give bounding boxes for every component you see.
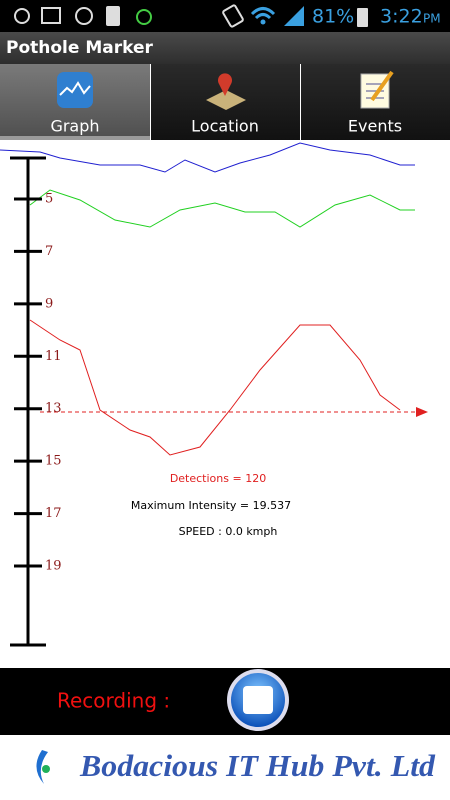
detections: Detections = 120 [170, 472, 266, 485]
trace-blue [0, 142, 415, 173]
tab-icons [57, 70, 394, 110]
company-name: Bodacious IT Hub Pvt. Ltd [79, 748, 436, 783]
axis-label: 19 [45, 559, 62, 574]
footer [0, 735, 450, 800]
axis-label: 13 [45, 401, 62, 416]
stop-icon [243, 686, 273, 714]
tab-label[interactable]: Location [191, 117, 259, 136]
tab-label[interactable]: Events [348, 117, 402, 136]
battery-level: 81% [312, 6, 354, 28]
tab-label[interactable]: Graph [50, 117, 99, 136]
axis-label: 17 [45, 506, 62, 521]
axis-label: 11 [45, 349, 62, 364]
app-bar [0, 32, 450, 64]
app-title: Pothole Marker [6, 38, 153, 58]
axis-label: 9 [45, 296, 53, 311]
company-logo-dot [42, 765, 50, 773]
recording-bar [0, 668, 450, 735]
clock-meridiem: PM [423, 12, 441, 26]
trace-green [29, 189, 415, 228]
tab-indicator [0, 136, 150, 140]
axis-label: 7 [45, 244, 53, 259]
recording-label: Recording : [57, 689, 170, 713]
graph: 5 7 9 11 13 15 17 19 [0, 142, 428, 647]
company-logo [36, 750, 48, 784]
axis-label: 5 [45, 192, 53, 207]
speed: SPEED : 0.0 kmph [179, 525, 278, 538]
maximum-intensity: Maximum Intensity = 19.537 [131, 499, 291, 512]
status-icons [14, 4, 368, 28]
trace-red [29, 319, 401, 456]
clock: 3:22 [380, 6, 423, 28]
axis-label: 15 [45, 454, 62, 469]
